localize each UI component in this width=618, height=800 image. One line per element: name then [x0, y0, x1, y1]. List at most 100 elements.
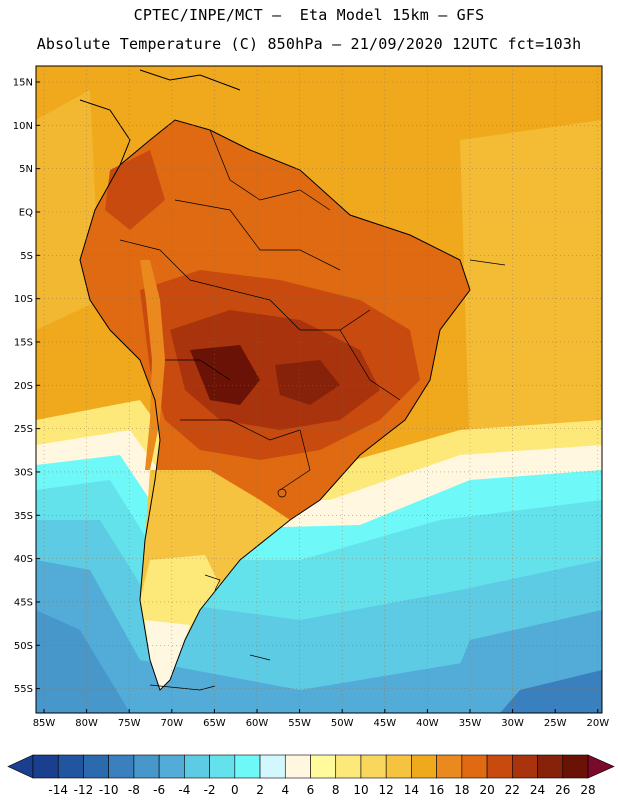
- lat-label: 35S: [14, 511, 33, 522]
- lon-label: 75W: [118, 718, 141, 729]
- uruguay-lagoon: [277, 488, 287, 498]
- colorbar-label: 18: [454, 783, 469, 797]
- colorbar-swatch: [537, 754, 564, 779]
- colorbar-swatch: [32, 754, 59, 779]
- colorbar-swatch: [83, 754, 109, 779]
- colorbar-swatch: [335, 754, 362, 779]
- colorbar-label: -2: [204, 783, 216, 797]
- lat-label: EQ: [19, 207, 33, 218]
- colorbar-label: -4: [178, 783, 190, 797]
- lat-label: 55S: [14, 684, 33, 695]
- colorbar-label: 2: [256, 783, 264, 797]
- longitude-labels: 85W 80W 75W 70W 65W 60W 55W 50W 45W 40W 35W 30W 25W 2…: [33, 718, 610, 729]
- colorbar-swatch: [411, 754, 437, 779]
- colorbar-label: 4: [281, 783, 289, 797]
- colorbar-label: 24: [530, 783, 545, 797]
- colorbar-swatch: [360, 754, 387, 779]
- colorbar-label: 16: [429, 783, 444, 797]
- colorbar-swatch: [133, 754, 160, 779]
- map-plot-area: [36, 66, 602, 713]
- colorbar-label: 26: [555, 783, 570, 797]
- lon-label: 70W: [160, 718, 183, 729]
- lon-label: 20W: [586, 718, 609, 729]
- hottest-core: [190, 345, 260, 405]
- map-frame: [35, 65, 603, 714]
- lat-label: 15N: [13, 78, 33, 89]
- andes-north-hot: [105, 150, 165, 230]
- colorbar-label: 8: [332, 783, 340, 797]
- lat-label: 10N: [13, 121, 33, 132]
- colorbar-swatch: [209, 754, 236, 779]
- map-title-line-1: CPTEC/INPE/MCT – Eta Model 15km – GFS: [133, 6, 485, 24]
- colorbar-swatch: [284, 754, 311, 779]
- colorbar-swatch: [436, 754, 463, 779]
- lat-label: 25S: [14, 424, 33, 435]
- colorbar-label: 28: [580, 783, 595, 797]
- continent-coastline: [79, 119, 471, 691]
- cold-field-6: [500, 670, 602, 713]
- caribbean-coast: [139, 69, 241, 91]
- colorbar-swatch: [57, 754, 84, 779]
- tropical-atlantic-field: [460, 120, 602, 460]
- map-title-line-2: Absolute Temperature (C) 850hPa – 21/09/…: [36, 35, 582, 53]
- lon-label: 60W: [246, 718, 269, 729]
- cold-field-4: [36, 610, 130, 713]
- colorbar-label: 0: [231, 783, 239, 797]
- colorbar-label: 12: [379, 783, 394, 797]
- colorbar-label: 14: [404, 783, 419, 797]
- temperature-colorbar: [7, 754, 615, 779]
- lon-label: 50W: [331, 718, 354, 729]
- lon-label: 25W: [544, 718, 567, 729]
- peninsula-valdes: [204, 574, 221, 591]
- colorbar-labels: -14 -12 -10 -8 -6 -4 -2 0 2 4 6 8 10 12 14 16 18 20 22 24 26…: [48, 783, 595, 797]
- colorbar-swatch: [461, 754, 488, 779]
- colorbar-label: -14: [48, 783, 68, 797]
- lon-label: 30W: [501, 718, 524, 729]
- lat-label: 30S: [14, 467, 33, 478]
- falkland-islands: [249, 654, 271, 661]
- colorbar-swatch: [259, 754, 286, 779]
- lat-label: 15S: [14, 337, 33, 348]
- lon-label: 40W: [416, 718, 439, 729]
- colorbar-swatch: [184, 754, 210, 779]
- tierra-del-fuego: [149, 684, 216, 691]
- colorbar-label: 22: [505, 783, 520, 797]
- colorbar-swatch: [234, 754, 261, 779]
- andes-strip: [140, 260, 165, 470]
- lat-label: 5N: [19, 164, 33, 175]
- lat-label: 40S: [14, 554, 33, 565]
- lat-label: 10S: [14, 294, 33, 305]
- country-borders: [119, 129, 401, 491]
- colorbar-swatch: [486, 754, 513, 779]
- colorbar-swatch: [562, 754, 589, 779]
- lon-label: 85W: [33, 718, 56, 729]
- lat-label: 45S: [14, 597, 33, 608]
- colorbar-label: -10: [99, 783, 119, 797]
- hot-core-2: [275, 360, 340, 405]
- colorbar-label: -12: [74, 783, 94, 797]
- colorbar-swatch: [158, 754, 185, 779]
- central-america-coast: [79, 99, 131, 166]
- atlantic-island: [469, 259, 506, 266]
- colorbar-swatch: [108, 754, 135, 779]
- colorbar-left-arrow: [7, 754, 34, 779]
- colorbar-label: 10: [353, 783, 368, 797]
- lat-label: 50S: [14, 641, 33, 652]
- lat-label: 20S: [14, 381, 33, 392]
- patagonia-cool: [145, 620, 190, 690]
- colorbar-right-arrow: [587, 754, 615, 779]
- colorbar-label: 6: [307, 783, 315, 797]
- colorbar-swatch: [512, 754, 538, 779]
- colorbar-label: -8: [128, 783, 140, 797]
- colorbar-label: 20: [479, 783, 494, 797]
- axis-ticks: [36, 81, 599, 713]
- lon-label: 35W: [459, 718, 482, 729]
- lat-label: 5S: [20, 251, 33, 262]
- lon-label: 45W: [373, 718, 396, 729]
- colorbar-swatch: [310, 754, 337, 779]
- lon-label: 80W: [75, 718, 98, 729]
- latitude-labels: 15N 10N 5N EQ 5S 10S 15S 20S 25S 30S 35S 40S 45S 50S 5…: [13, 78, 33, 696]
- lon-label: 65W: [203, 718, 226, 729]
- lon-label: 55W: [288, 718, 311, 729]
